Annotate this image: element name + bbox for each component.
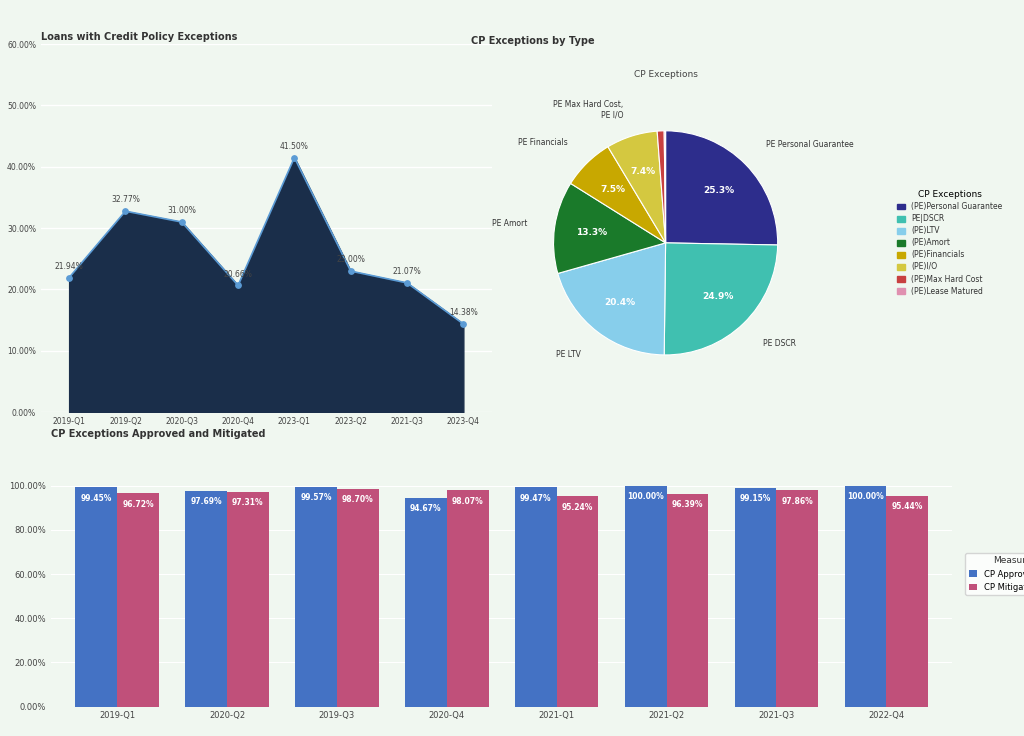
Bar [446, 490, 488, 707]
Wedge shape [657, 131, 666, 243]
Text: 98.07%: 98.07% [452, 497, 483, 506]
Bar [76, 487, 117, 707]
Bar [227, 492, 268, 707]
Text: PE LTV: PE LTV [556, 350, 581, 358]
Wedge shape [666, 131, 777, 245]
Text: 100.00%: 100.00% [628, 492, 665, 501]
Bar [337, 489, 379, 707]
Text: 99.57%: 99.57% [300, 493, 332, 503]
Wedge shape [558, 243, 666, 355]
Text: 97.86%: 97.86% [781, 497, 813, 506]
Text: PE Personal Guarantee: PE Personal Guarantee [766, 141, 853, 149]
Point [173, 216, 190, 228]
Text: Loans with Credit Policy Exceptions: Loans with Credit Policy Exceptions [41, 32, 238, 42]
Bar [406, 498, 446, 707]
Bar [776, 490, 818, 707]
Text: 32.77%: 32.77% [111, 195, 140, 204]
Bar [887, 496, 928, 707]
Text: 99.15%: 99.15% [740, 495, 771, 503]
Wedge shape [554, 183, 666, 274]
Text: 7.4%: 7.4% [631, 167, 655, 176]
Legend: CP Approved Rate, CP Mitigated Rate: CP Approved Rate, CP Mitigated Rate [966, 553, 1024, 595]
Text: PE Amort: PE Amort [492, 219, 527, 227]
Text: 23.00%: 23.00% [336, 255, 366, 264]
Text: 24.9%: 24.9% [701, 292, 733, 301]
Text: PE Max Hard Cost,
PE I/O: PE Max Hard Cost, PE I/O [553, 99, 624, 119]
Text: 25.3%: 25.3% [703, 186, 734, 195]
Text: 99.47%: 99.47% [520, 494, 552, 503]
Point [286, 152, 303, 163]
Text: 7.5%: 7.5% [601, 185, 626, 194]
Text: 100.00%: 100.00% [847, 492, 884, 501]
Text: 20.66%: 20.66% [223, 269, 253, 278]
Bar [295, 486, 337, 707]
Text: 21.94%: 21.94% [54, 262, 84, 271]
Text: 20.4%: 20.4% [604, 297, 636, 307]
Point [61, 272, 78, 283]
Text: 96.72%: 96.72% [122, 500, 154, 509]
Text: 96.39%: 96.39% [672, 500, 703, 509]
Text: 31.00%: 31.00% [167, 206, 197, 215]
Text: 14.38%: 14.38% [449, 308, 478, 317]
Bar [625, 486, 667, 707]
Text: 21.07%: 21.07% [392, 267, 422, 276]
Legend: (PE)Personal Guarantee, PE|DSCR, (PE)LTV, (PE)Amort, (PE)Financials, (PE)I/O, (P: (PE)Personal Guarantee, PE|DSCR, (PE)LTV… [895, 188, 1005, 298]
Text: 97.69%: 97.69% [190, 498, 222, 506]
Text: PE Financials: PE Financials [518, 138, 567, 147]
Bar [735, 488, 776, 707]
Wedge shape [570, 146, 666, 243]
Bar [667, 494, 709, 707]
Text: 95.44%: 95.44% [892, 503, 923, 512]
Point [117, 205, 133, 217]
Point [229, 280, 247, 291]
Wedge shape [665, 243, 777, 355]
Bar [557, 496, 598, 707]
Text: 94.67%: 94.67% [411, 504, 441, 513]
Text: 41.50%: 41.50% [280, 142, 309, 151]
Text: CP Exceptions Approved and Mitigated: CP Exceptions Approved and Mitigated [51, 429, 265, 439]
Text: PE DSCR: PE DSCR [763, 339, 796, 348]
Point [342, 265, 359, 277]
Text: 13.3%: 13.3% [577, 228, 607, 237]
Wedge shape [608, 131, 666, 243]
Text: 97.31%: 97.31% [232, 498, 264, 507]
Bar [515, 487, 557, 707]
Text: CP Exceptions by Type: CP Exceptions by Type [471, 36, 595, 46]
Bar [185, 491, 227, 707]
Text: 95.24%: 95.24% [562, 503, 593, 512]
Bar [117, 493, 159, 707]
Point [399, 277, 416, 289]
Point [455, 318, 471, 330]
Wedge shape [665, 131, 666, 243]
Text: CP Exceptions: CP Exceptions [634, 71, 697, 79]
Bar [845, 486, 887, 707]
Text: 98.70%: 98.70% [342, 495, 374, 504]
Text: 99.45%: 99.45% [81, 494, 112, 503]
